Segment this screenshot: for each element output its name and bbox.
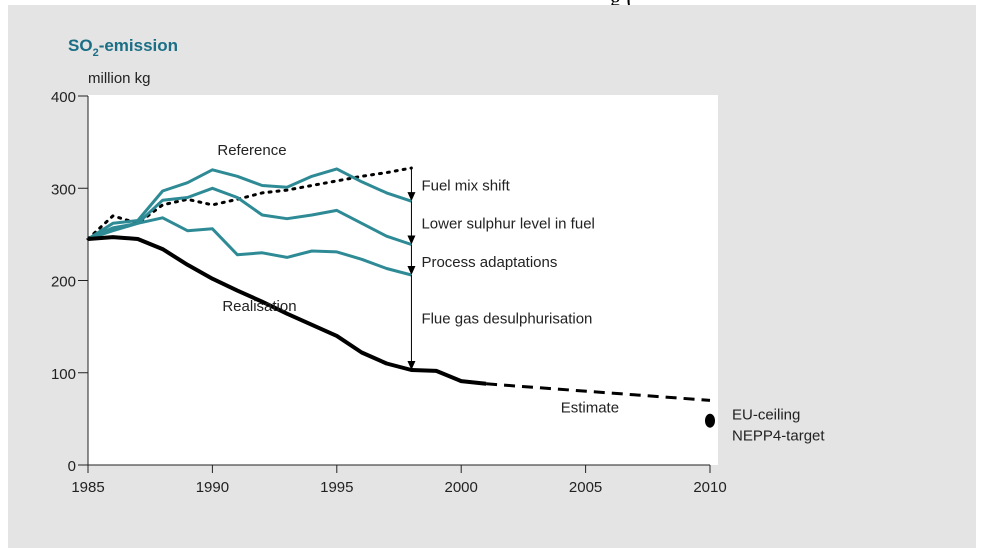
y-tick-label: 0 [68,458,76,475]
arrow-head-2 [407,235,416,245]
annotation-realisation: Realisation [222,298,296,315]
target-label-2: NEPP4-target [732,428,825,445]
series-line-6-dashed [485,382,711,402]
annotation-reference: Reference [217,142,286,159]
y-tick-label: 300 [51,181,76,198]
y-axis-label: million kg [88,70,151,87]
arrow-head-3 [407,265,416,275]
x-tick-label: 1990 [196,479,229,496]
x-tick-label: 1995 [320,479,353,496]
series-line-3-teal [87,186,412,246]
chart-panel: SO2-emission million kg 0 100 200 300 400 1985 1… [8,5,976,548]
series-line-2-teal [87,167,412,241]
target-point [705,413,715,428]
y-tick-label: 100 [51,366,76,383]
x-tick-label: 2005 [569,479,602,496]
arrow-head-1 [407,192,416,202]
arrow-label-1: Fuel mix shift [421,177,510,194]
x-tick-label: 2010 [693,479,726,496]
y-tick-label: 400 [51,89,76,106]
series-line-5-black [87,235,487,386]
chart-title: SO2-emission [68,36,178,59]
annotation-estimate: Estimate [561,399,619,416]
arrow-label-2: Lower sulphur level in fuel [421,215,594,232]
x-tick-label: 1985 [71,479,104,496]
series-line-4-teal [87,216,412,277]
plot-area [88,95,718,465]
arrow-label-4: Flue gas desulphurisation [421,310,592,327]
arrow-label-3: Process adaptations [421,254,557,271]
y-tick-label: 200 [51,274,76,291]
x-tick-label: 2000 [445,479,478,496]
target-label-1: EU-ceiling [732,407,800,424]
emission-chart: SO2-emission million kg 0 100 200 300 400 1985 1… [51,36,825,496]
arrow-head-4 [407,360,416,370]
